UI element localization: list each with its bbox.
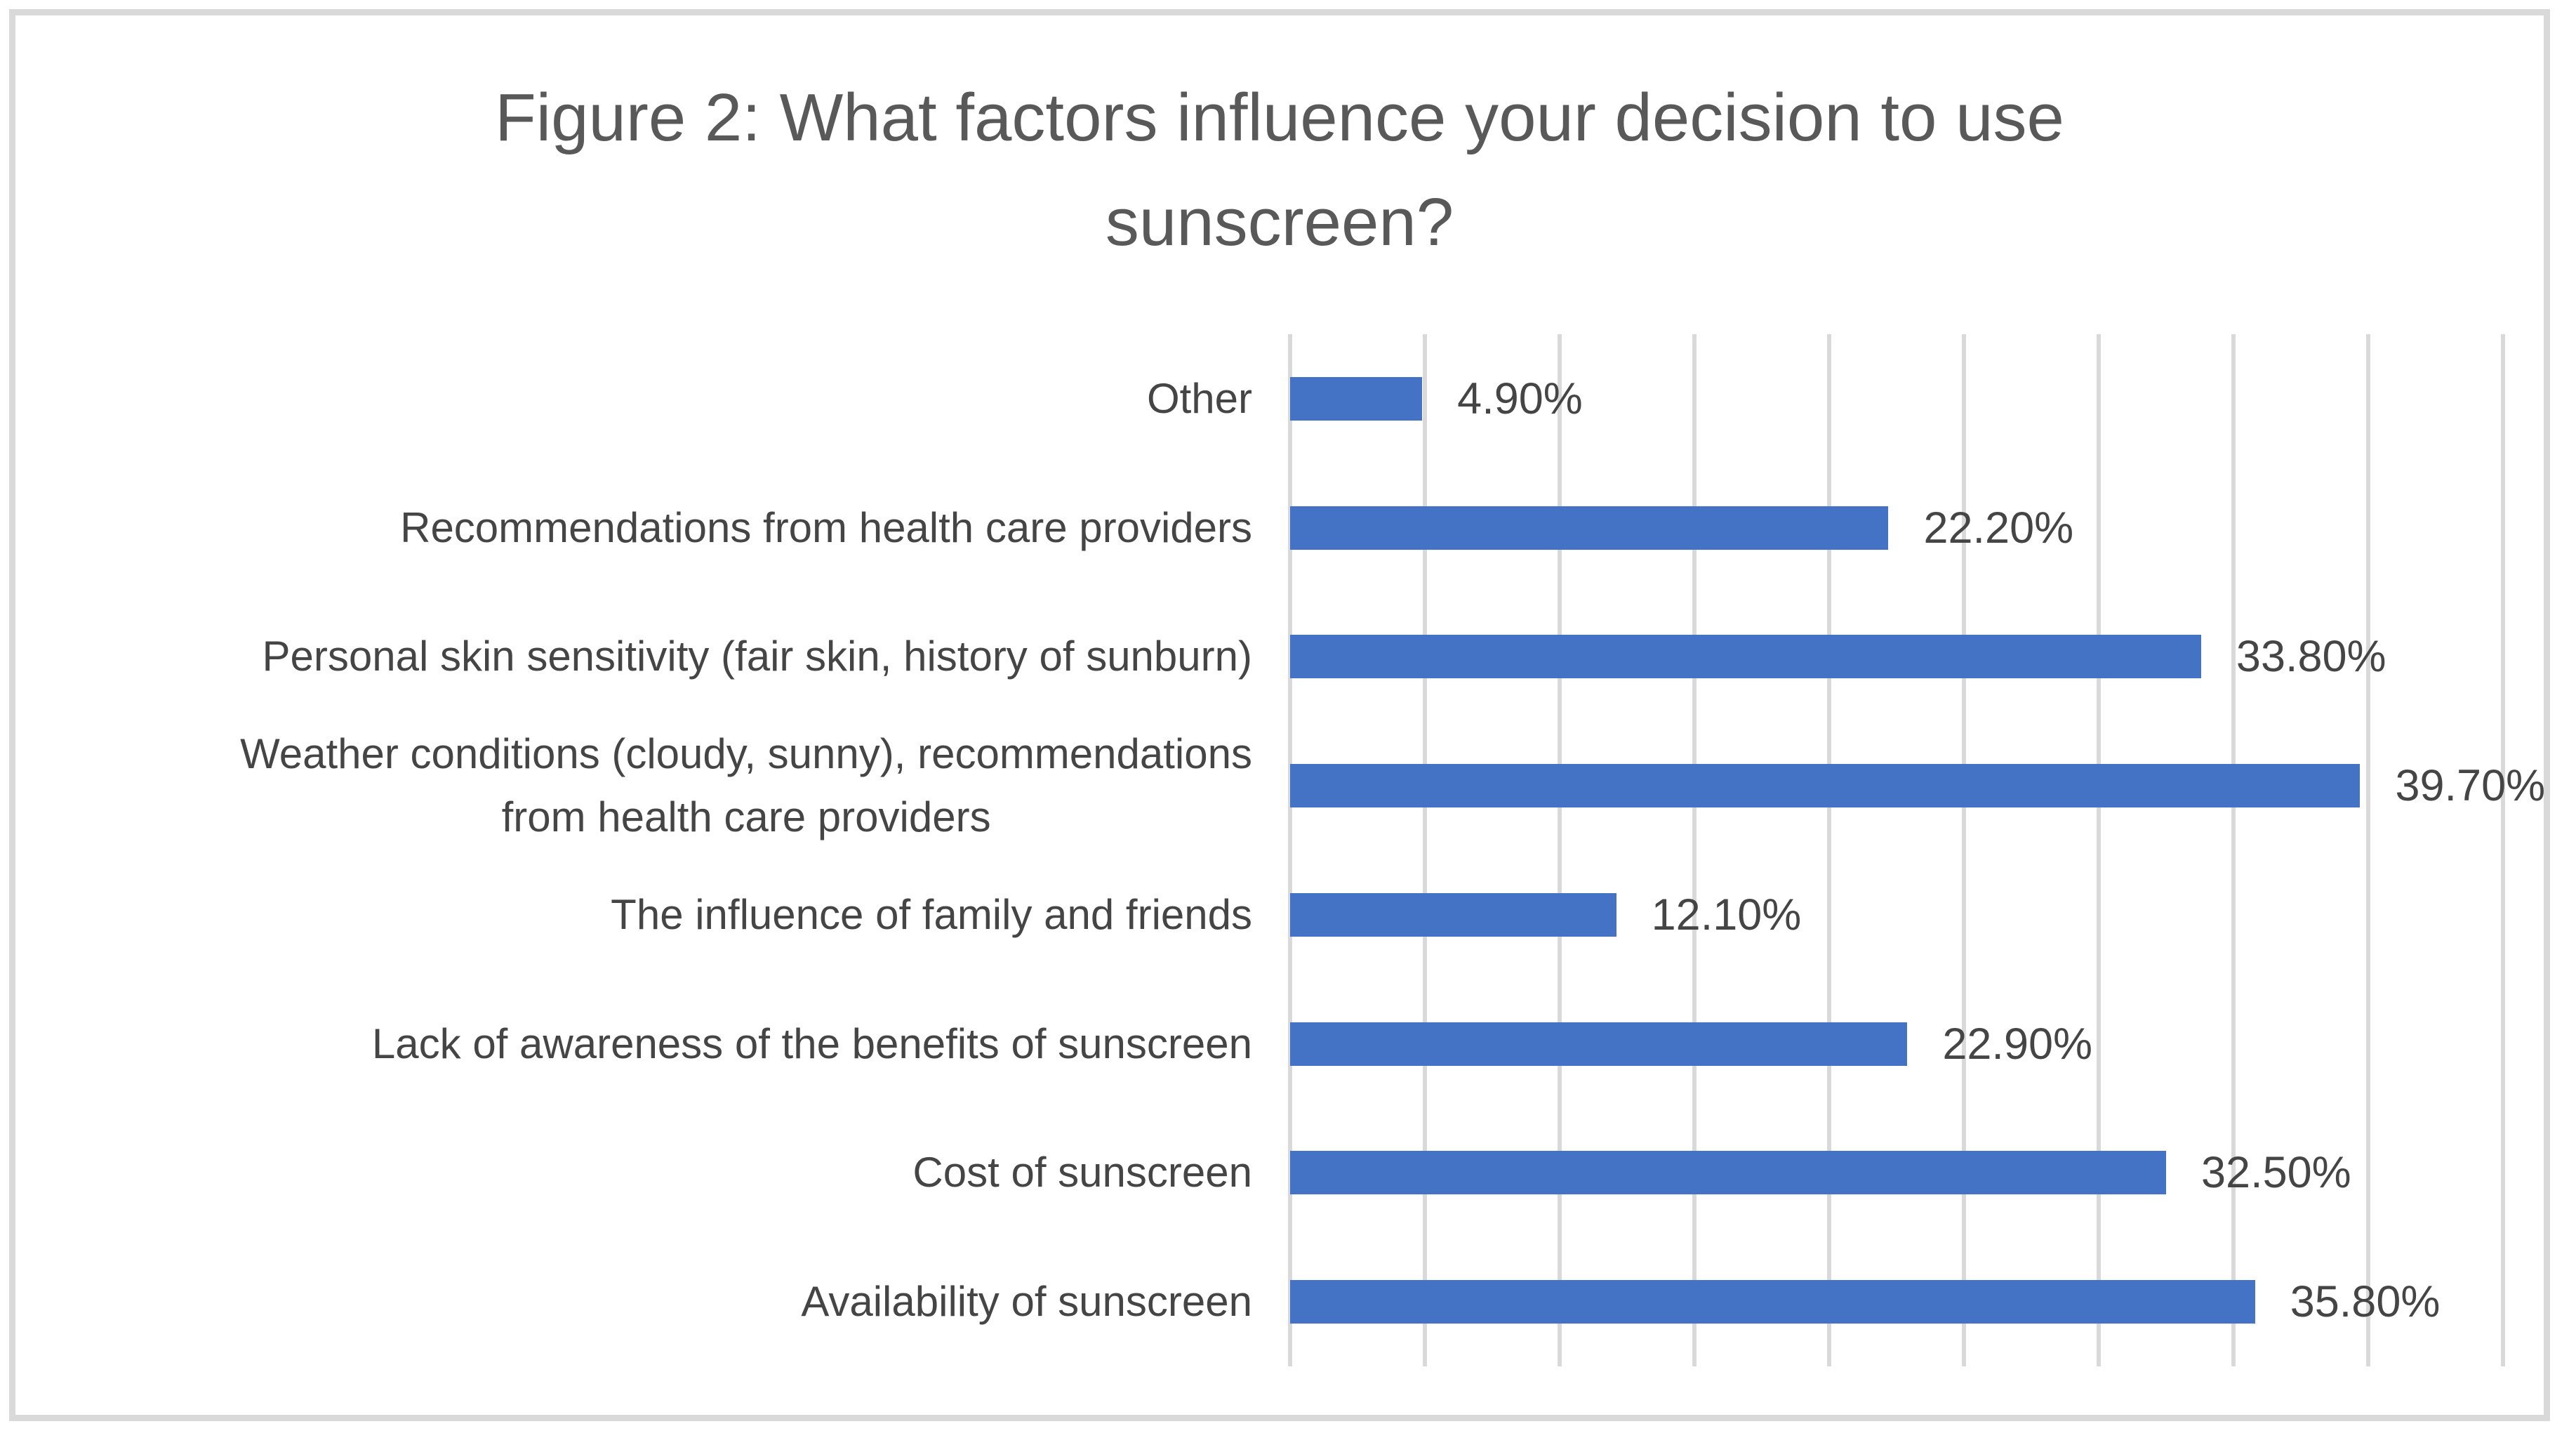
category-label-cell: Cost of sunscreen — [44, 1109, 1252, 1238]
value-label: 12.10% — [1651, 890, 1802, 939]
category-label: Weather conditions (cloudy, sunny), reco… — [240, 723, 1252, 849]
category-label-line: Weather conditions (cloudy, sunny), reco… — [240, 730, 1252, 778]
bar — [1290, 376, 1423, 421]
category-label-cell: The influence of family and friends — [44, 850, 1252, 979]
bar — [1290, 1151, 2166, 1195]
value-label: 32.50% — [2201, 1148, 2351, 1198]
category-label-line: Recommendations from health care provide… — [400, 503, 1252, 551]
category-label-line: Lack of awareness of the benefits of sun… — [371, 1020, 1252, 1067]
bar-row: Personal skin sensitivity (fair skin, hi… — [44, 593, 2570, 722]
chart-body: Other 4.90% Recommendations from health ca… — [44, 334, 2570, 1366]
gridline — [1288, 334, 1292, 1366]
category-label-line: Other — [1146, 374, 1252, 422]
category-label-cell: Recommendations from health care provide… — [44, 463, 1252, 593]
gridline — [1962, 334, 1966, 1366]
bar-row: Weather conditions (cloudy, sunny), reco… — [44, 721, 2570, 850]
bar-row: The influence of family and friends 12.10… — [44, 850, 2570, 979]
chart-title-line1: Figure 2: What factors influence your de… — [495, 80, 2064, 155]
value-label: 35.80% — [2290, 1277, 2441, 1327]
category-label: The influence of family and friends — [611, 883, 1252, 946]
category-label-line: The influence of family and friends — [611, 890, 1252, 938]
gridline — [2501, 334, 2505, 1366]
bar — [1290, 892, 1616, 937]
value-label: 22.20% — [1923, 503, 2074, 553]
gridline — [1692, 334, 1697, 1366]
category-label: Recommendations from health care provide… — [400, 496, 1252, 560]
chart-frame: Figure 2: What factors influence your de… — [9, 9, 2550, 1421]
category-label: Cost of sunscreen — [912, 1141, 1252, 1204]
bar-row: Lack of awareness of the benefits of sun… — [44, 979, 2570, 1109]
chart-title: Figure 2: What factors influence your de… — [15, 66, 2544, 275]
bar-row: Cost of sunscreen 32.50% — [44, 1109, 2570, 1238]
category-label: Availability of sunscreen — [801, 1270, 1252, 1333]
gridline — [2366, 334, 2370, 1366]
category-label: Lack of awareness of the benefits of sun… — [372, 1012, 1252, 1076]
value-label: 22.90% — [1942, 1019, 2093, 1069]
category-label-line: Personal skin sensitivity (fair skin, hi… — [262, 633, 1252, 680]
category-label-line: Availability of sunscreen — [801, 1278, 1252, 1326]
category-label-line: from health care providers — [501, 793, 991, 841]
bar-row: Availability of sunscreen 35.80% — [44, 1237, 2570, 1366]
category-label: Other — [1147, 367, 1252, 430]
value-label: 33.80% — [2236, 632, 2386, 682]
bar — [1290, 764, 2361, 808]
bar — [1290, 1022, 1908, 1066]
bar — [1290, 1280, 2255, 1324]
bar — [1290, 635, 2201, 679]
bar-row: Recommendations from health care provide… — [44, 463, 2570, 593]
category-label: Personal skin sensitivity (fair skin, hi… — [262, 625, 1252, 688]
category-label-cell: Other — [44, 334, 1252, 463]
value-label: 39.70% — [2395, 761, 2546, 811]
category-label-cell: Personal skin sensitivity (fair skin, hi… — [44, 593, 1252, 722]
category-label-cell: Weather conditions (cloudy, sunny), reco… — [44, 721, 1252, 850]
category-label-cell: Lack of awareness of the benefits of sun… — [44, 979, 1252, 1109]
gridline — [1423, 334, 1427, 1366]
gridline — [1827, 334, 1831, 1366]
category-label-line: Cost of sunscreen — [912, 1149, 1252, 1196]
chart-title-line2: sunscreen? — [1105, 184, 1454, 260]
value-label: 4.90% — [1457, 374, 1583, 423]
gridline — [1558, 334, 1562, 1366]
bar — [1290, 506, 1889, 550]
gridline — [2231, 334, 2236, 1366]
category-label-cell: Availability of sunscreen — [44, 1237, 1252, 1366]
bar-row: Other 4.90% — [44, 334, 2570, 463]
gridline — [2097, 334, 2101, 1366]
